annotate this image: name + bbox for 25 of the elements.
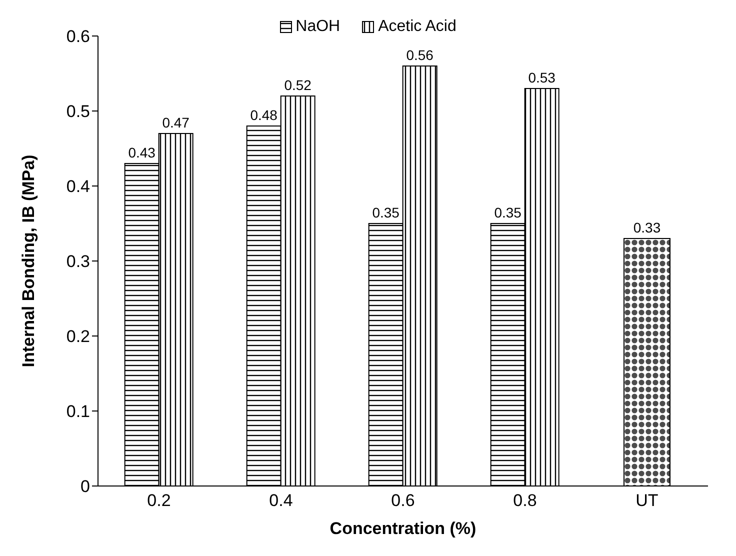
data-label: 0.52 [284, 77, 312, 93]
data-label: 0.47 [162, 114, 190, 130]
x-tick-label: UT [636, 491, 658, 510]
data-label: 0.35 [372, 204, 400, 220]
y-axis-title: Internal Bonding, IB (MPa) [19, 154, 38, 368]
x-tick-label: 0.8 [513, 491, 537, 510]
y-tick-label: 0 [80, 477, 90, 496]
y-tick-label: 0.1 [66, 402, 90, 422]
x-tick-label: 0.6 [391, 491, 415, 510]
y-tick-label: 0.3 [66, 252, 90, 272]
data-label: 0.56 [406, 47, 434, 63]
x-tick-label: 0.2 [147, 491, 171, 510]
legend-label: NaOH [294, 18, 340, 36]
y-tick-label: 0.4 [66, 177, 90, 196]
data-label: 0.53 [528, 70, 556, 86]
data-label: 0.35 [494, 204, 522, 220]
data-label: 0.33 [633, 220, 661, 236]
x-tick-label: 0.4 [269, 491, 293, 510]
legend-label: Acetic Acid [377, 18, 456, 36]
y-tick-label: 0.2 [66, 327, 90, 346]
y-tick-label: 0.6 [66, 27, 90, 46]
y-tick-label: 0.5 [66, 102, 90, 122]
data-label: 0.48 [250, 107, 278, 123]
data-label: 0.43 [128, 144, 156, 160]
x-axis-title: Concentration (%) [330, 519, 476, 538]
